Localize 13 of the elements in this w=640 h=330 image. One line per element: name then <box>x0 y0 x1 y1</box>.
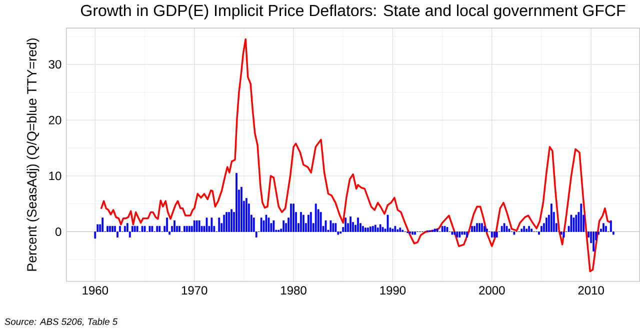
y-tick-label: 20 <box>48 116 62 124</box>
source-note: Source: ABS 5206, Table 5 <box>4 318 118 326</box>
y-tick-label: 0 <box>55 227 62 236</box>
chart-title: Growth in GDP(E) Implicit Price Deflators: State and local government GFCF <box>81 4 626 20</box>
x-tick-label: 2010 <box>578 286 604 294</box>
x-tick-label: 1960 <box>82 286 108 294</box>
x-tick-label: 1980 <box>281 286 306 294</box>
y-axis-title: Percent (SeasAdj) (Q/Q=blue TTY=red) <box>26 38 40 270</box>
x-tick-label: 2000 <box>479 286 505 294</box>
y-tick-label: 30 <box>48 60 62 68</box>
y-tick-label: 10 <box>49 171 62 180</box>
x-tick-label: 1970 <box>182 286 208 294</box>
x-tick-label: 1990 <box>380 286 406 294</box>
